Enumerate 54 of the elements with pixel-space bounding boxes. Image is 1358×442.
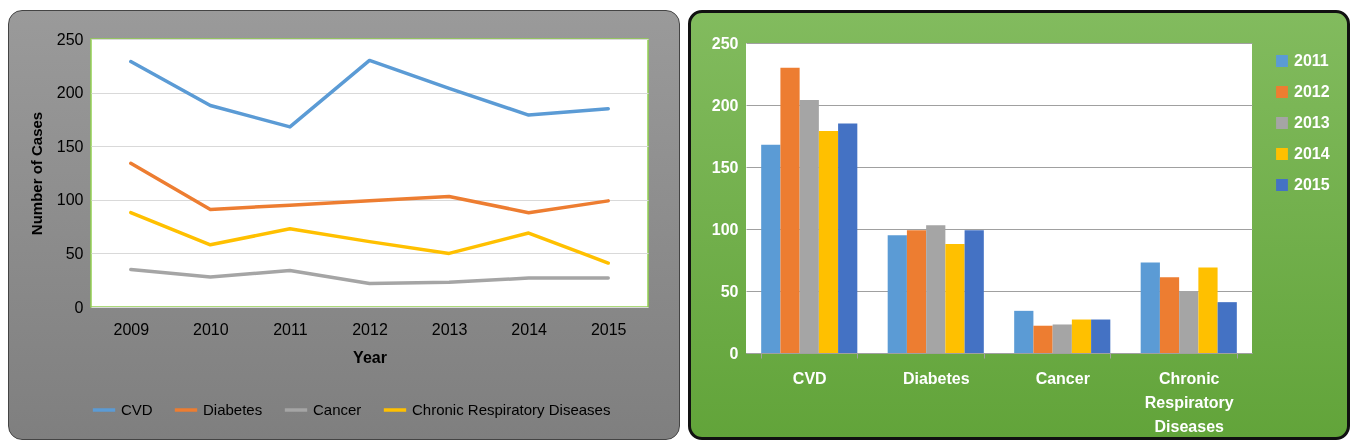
bar bbox=[887, 235, 907, 353]
y-tick-label: 0 bbox=[74, 298, 84, 316]
y-tick-label: 50 bbox=[720, 282, 739, 300]
legend-label: 2015 bbox=[1294, 176, 1330, 193]
bar bbox=[818, 131, 839, 353]
line-series bbox=[129, 210, 610, 265]
legend-label: Chronic Respiratory Diseases bbox=[412, 401, 611, 418]
y-tick-label: 100 bbox=[56, 191, 84, 209]
y-tick-label: 250 bbox=[56, 30, 84, 48]
x-tick-label: 2009 bbox=[113, 320, 150, 338]
bar bbox=[838, 123, 858, 353]
legend-label: CVD bbox=[121, 401, 153, 418]
x-tick-label: 2012 bbox=[352, 320, 388, 338]
x-tick-label: CVD bbox=[792, 369, 827, 387]
y-tick-label: 150 bbox=[711, 158, 739, 176]
line-series bbox=[129, 161, 610, 215]
legend-label: Diabetes bbox=[203, 401, 263, 418]
y-tick-label: 150 bbox=[56, 137, 84, 155]
y-tick-label: 250 bbox=[711, 34, 739, 52]
x-tick-label: 2010 bbox=[193, 320, 229, 338]
bar bbox=[1140, 262, 1160, 353]
bar bbox=[1071, 319, 1092, 353]
y-tick-label: 0 bbox=[729, 344, 739, 362]
y-tick-label: 200 bbox=[56, 84, 84, 102]
bar bbox=[1198, 267, 1218, 353]
bar bbox=[1014, 310, 1034, 353]
bar bbox=[761, 144, 781, 353]
y-tick-label: 200 bbox=[711, 96, 739, 114]
bar bbox=[1091, 319, 1111, 353]
x-tick-label: Diabetes bbox=[902, 369, 970, 387]
bar bbox=[1217, 302, 1237, 353]
x-tick-label: 2014 bbox=[511, 320, 548, 338]
x-tick-label: 2015 bbox=[590, 320, 627, 338]
y-axis-title: Number of Cases bbox=[27, 111, 45, 236]
bar bbox=[1159, 277, 1180, 353]
legend-label: 2014 bbox=[1294, 145, 1330, 162]
bar bbox=[945, 243, 965, 353]
legend-label: Cancer bbox=[313, 401, 362, 418]
line-series bbox=[129, 267, 610, 286]
x-tick-label: 2013 bbox=[431, 320, 468, 338]
bar bbox=[906, 230, 927, 353]
y-tick-label: 50 bbox=[65, 244, 84, 262]
bar bbox=[780, 67, 800, 353]
bar bbox=[964, 230, 984, 353]
y-tick-label: 100 bbox=[711, 220, 739, 238]
x-axis-title: Year bbox=[353, 348, 387, 366]
x-tick-label: 2011 bbox=[273, 320, 308, 338]
x-tick-label: Chronic Respiratory Diseases bbox=[1144, 369, 1234, 435]
legend-label: 2011 bbox=[1294, 52, 1329, 69]
legend-label: 2012 bbox=[1294, 83, 1330, 100]
legend-label: 2013 bbox=[1294, 114, 1330, 131]
x-tick-label: Cancer bbox=[1035, 369, 1090, 387]
bar bbox=[1033, 325, 1053, 353]
line-series bbox=[129, 58, 610, 129]
